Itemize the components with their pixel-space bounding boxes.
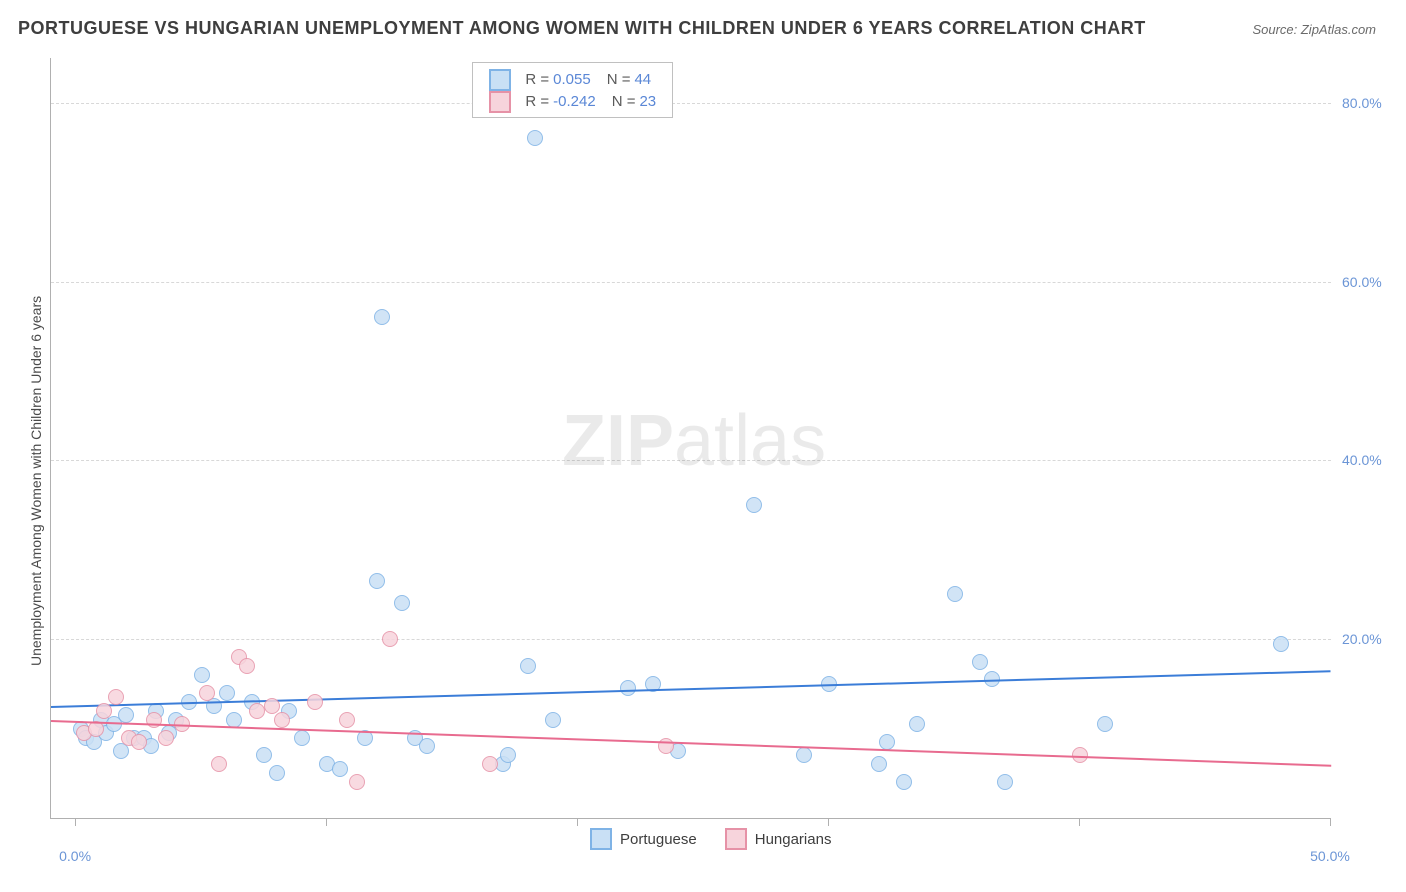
data-point — [382, 631, 398, 647]
data-point — [545, 712, 561, 728]
legend-swatch — [489, 69, 511, 91]
gridline — [51, 282, 1331, 283]
data-point — [211, 756, 227, 772]
data-point — [972, 654, 988, 670]
stat-value-r: 0.055 — [553, 69, 591, 91]
data-point — [294, 730, 310, 746]
y-tick-label: 20.0% — [1342, 631, 1382, 647]
data-point — [219, 685, 235, 701]
stats-row: R =0.055 N =44 — [489, 69, 656, 91]
x-tick-label: 50.0% — [1310, 848, 1350, 864]
stat-label-r: R = — [525, 69, 549, 91]
data-point — [256, 747, 272, 763]
data-point — [947, 586, 963, 602]
data-point — [997, 774, 1013, 790]
trend-line — [51, 720, 1331, 767]
stats-row: R =-0.242 N =23 — [489, 91, 656, 113]
data-point — [520, 658, 536, 674]
gridline — [51, 460, 1331, 461]
data-point — [879, 734, 895, 750]
data-point — [332, 761, 348, 777]
y-axis-title: Unemployment Among Women with Children U… — [28, 296, 44, 666]
data-point — [482, 756, 498, 772]
data-point — [339, 712, 355, 728]
data-point — [374, 309, 390, 325]
series-legend: Portuguese Hungarians — [562, 828, 831, 850]
data-point — [239, 658, 255, 674]
data-point — [500, 747, 516, 763]
source-attribution: Source: ZipAtlas.com — [1252, 22, 1376, 37]
y-tick-label: 80.0% — [1342, 95, 1382, 111]
chart-title: PORTUGUESE VS HUNGARIAN UNEMPLOYMENT AMO… — [18, 18, 1146, 39]
stat-label-n: N = — [607, 69, 631, 91]
plot-area — [50, 58, 1331, 819]
data-point — [620, 680, 636, 696]
data-point — [269, 765, 285, 781]
data-point — [527, 130, 543, 146]
data-point — [896, 774, 912, 790]
data-point — [249, 703, 265, 719]
data-point — [871, 756, 887, 772]
data-point — [1097, 716, 1113, 732]
trend-line — [51, 670, 1331, 708]
y-tick-label: 40.0% — [1342, 452, 1382, 468]
gridline — [51, 639, 1331, 640]
x-tick — [577, 818, 578, 826]
x-tick — [1079, 818, 1080, 826]
legend-swatch — [489, 91, 511, 113]
stat-label-n: N = — [612, 91, 636, 113]
legend-swatch — [590, 828, 612, 850]
y-tick-label: 60.0% — [1342, 274, 1382, 290]
x-tick — [326, 818, 327, 826]
data-point — [796, 747, 812, 763]
data-point — [349, 774, 365, 790]
stat-label-r: R = — [525, 91, 549, 113]
x-tick-label: 0.0% — [59, 848, 91, 864]
data-point — [108, 689, 124, 705]
x-tick — [828, 818, 829, 826]
x-tick — [75, 818, 76, 826]
stat-value-r: -0.242 — [553, 91, 596, 113]
data-point — [746, 497, 762, 513]
data-point — [199, 685, 215, 701]
correlation-stats-box: R =0.055N =44R =-0.242N =23 — [472, 62, 673, 118]
data-point — [118, 707, 134, 723]
data-point — [131, 734, 147, 750]
legend-label: Hungarians — [755, 831, 832, 848]
legend-swatch — [725, 828, 747, 850]
gridline — [51, 103, 1331, 104]
data-point — [274, 712, 290, 728]
data-point — [96, 703, 112, 719]
stat-value-n: 23 — [639, 91, 656, 113]
data-point — [158, 730, 174, 746]
legend-label: Portuguese — [620, 831, 697, 848]
data-point — [419, 738, 435, 754]
data-point — [194, 667, 210, 683]
data-point — [1273, 636, 1289, 652]
data-point — [909, 716, 925, 732]
data-point — [307, 694, 323, 710]
data-point — [394, 595, 410, 611]
data-point — [369, 573, 385, 589]
stat-value-n: 44 — [634, 69, 651, 91]
x-tick — [1330, 818, 1331, 826]
